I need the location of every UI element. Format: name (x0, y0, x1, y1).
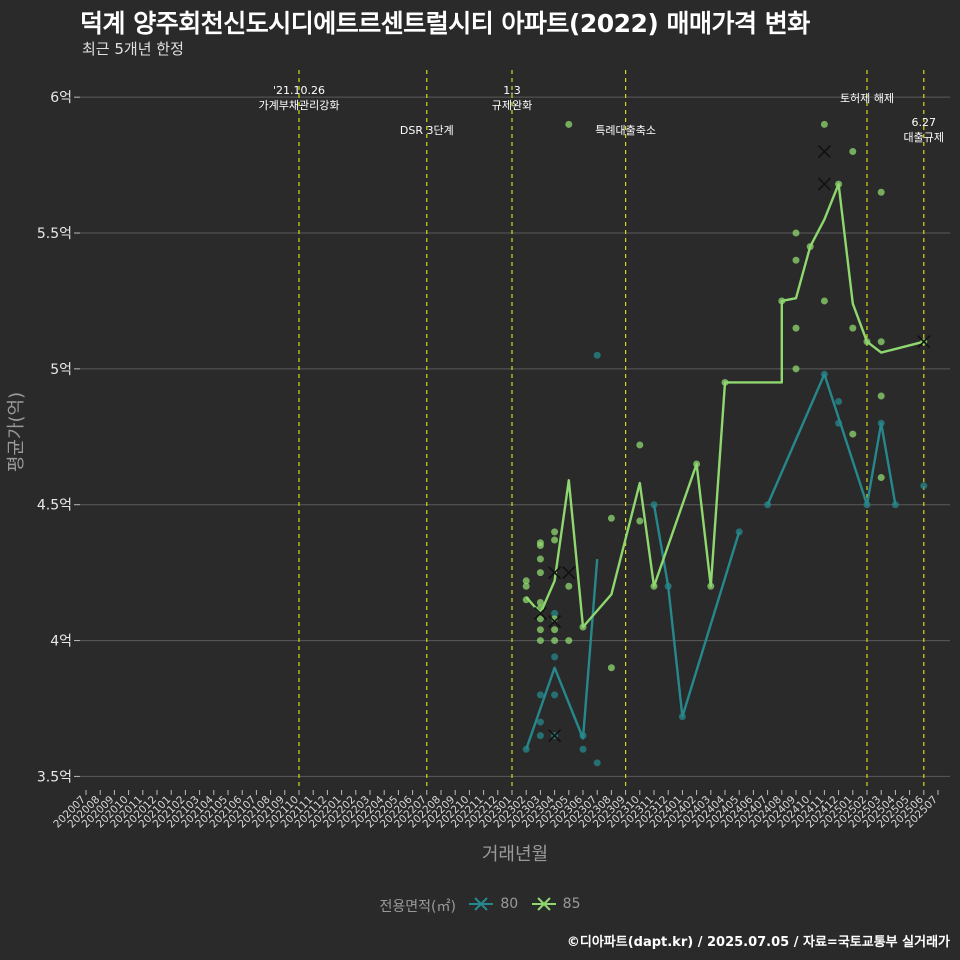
legend-swatch-85 (531, 897, 556, 911)
canceled-marker-85 (548, 566, 562, 580)
x-axis-title: 거래년월 (482, 844, 548, 865)
data-point-85 (792, 256, 800, 264)
data-point-85 (849, 430, 857, 438)
data-point-85 (536, 569, 544, 577)
canceled-markers (533, 144, 931, 743)
grid (80, 96, 950, 777)
data-point-80 (551, 691, 559, 699)
data-point-85 (536, 599, 544, 607)
y-tick-label: 3.5억 (37, 769, 72, 785)
event-label: DSR 3단계 (400, 124, 454, 137)
canceled-marker-80 (548, 729, 562, 743)
data-point-85 (877, 188, 885, 196)
canceled-stroke (548, 729, 562, 743)
data-point-85 (536, 539, 544, 547)
series-line-80 (766, 373, 897, 506)
data-point-85 (849, 324, 857, 332)
data-point-85 (565, 637, 573, 645)
canceled-marker-85 (817, 144, 831, 159)
data-point-85 (792, 365, 800, 373)
y-axis-title: 평균가(억) (6, 392, 27, 472)
data-point-85 (522, 577, 530, 585)
legend-swatch-80 (469, 897, 494, 911)
data-point-80 (920, 482, 928, 490)
event-label: 대출규제 (904, 131, 944, 144)
data-point-85 (792, 324, 800, 332)
data-point-80 (835, 397, 843, 405)
event-label: '21.10.26 (273, 84, 325, 97)
chart-title: 덕계 양주회천신도시디에트르센트럴시티 아파트(2022) 매매가격 변화 (80, 9, 810, 38)
canceled-marker-85 (917, 335, 931, 349)
data-point-85 (522, 582, 530, 590)
data-point-85 (536, 626, 544, 634)
y-tick-label: 5.5억 (37, 226, 72, 242)
canceled-marker-85 (548, 614, 562, 629)
canceled-stroke (548, 614, 562, 629)
canceled-marker-85 (817, 177, 831, 191)
event-label: 규제완화 (492, 99, 532, 112)
data-point-85 (551, 536, 559, 544)
y-tick-label: 6억 (50, 90, 72, 106)
data-point-80 (536, 691, 544, 699)
legend-label-85: 85 (562, 896, 581, 912)
event-label: 1.3 (503, 84, 521, 97)
event-label: 가계부채관리강화 (259, 99, 340, 112)
data-point-80 (551, 609, 559, 617)
data-point-80 (551, 653, 559, 661)
axes: 3.5억4억4.5억5억5.5억6억2020072020082020092020… (37, 90, 940, 830)
data-point-80 (579, 745, 587, 753)
data-point-80 (593, 351, 601, 359)
data-point-85 (877, 338, 885, 346)
data-point-85 (792, 229, 800, 237)
y-tick-label: 4.5억 (37, 498, 72, 514)
data-point-85 (849, 148, 857, 156)
data-point-85 (607, 664, 615, 672)
data-point-85 (877, 474, 885, 482)
legend-label-80: 80 (500, 896, 519, 912)
event-label: 토허제 해제 (840, 91, 894, 105)
canceled-marker-85 (533, 606, 547, 620)
data-point-85 (607, 514, 615, 522)
legend-item-85: 85 (531, 896, 581, 912)
canceled-stroke (817, 177, 831, 191)
data-point-80 (536, 732, 544, 740)
data-point-85 (536, 555, 544, 563)
data-point-85 (877, 392, 885, 400)
data-point-80 (593, 759, 601, 767)
legend-item-80: 80 (468, 896, 518, 912)
source-caption: ©디아파트(dapt.kr) / 2025.07.05 / 자료=국토교통부 실… (566, 935, 950, 950)
data-point-85 (636, 441, 644, 449)
canceled-stroke (917, 335, 931, 349)
canceled-stroke (562, 566, 576, 580)
series-line-80 (652, 504, 741, 718)
data-point-85 (636, 517, 644, 525)
chart-subtitle: 최근 5개년 한정 (82, 40, 184, 58)
data-point-85 (536, 637, 544, 645)
data-point-85 (820, 120, 828, 128)
canceled-stroke (548, 566, 562, 580)
canceled-marker-85 (562, 566, 576, 580)
data-point-80 (536, 718, 544, 726)
series-line-85 (525, 182, 925, 629)
data-point-85 (536, 615, 544, 623)
y-tick-label: 4억 (50, 634, 72, 650)
series-lines (525, 182, 925, 750)
event-label: 6.27 (912, 116, 937, 129)
canceled-stroke (817, 144, 831, 159)
data-point-85 (551, 626, 559, 634)
canceled-stroke (533, 606, 547, 620)
legend-title: 전용면적(㎡) (379, 899, 456, 915)
series-line-80 (525, 558, 599, 750)
data-point-85 (551, 528, 559, 536)
y-tick-label: 5억 (50, 362, 72, 378)
data-point-85 (565, 582, 573, 590)
data-point-85 (551, 637, 559, 645)
legend: 전용면적(㎡) 80 85 (0, 896, 960, 916)
event-label: 특례대출축소 (595, 124, 656, 137)
data-point-85 (820, 297, 828, 305)
data-point-85 (565, 120, 573, 128)
